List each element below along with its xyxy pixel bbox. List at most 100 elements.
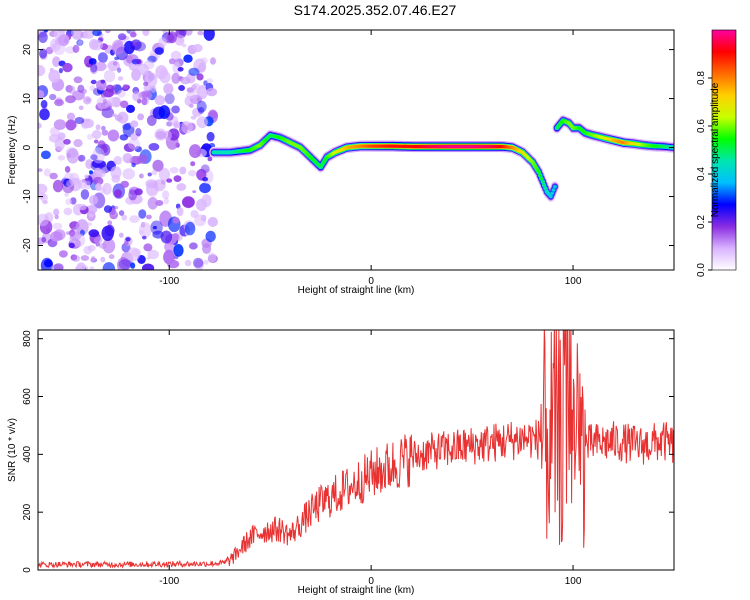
noise-blob bbox=[143, 85, 153, 92]
noise-blob bbox=[114, 189, 122, 198]
noise-blob bbox=[117, 89, 126, 98]
colorbar-tick-label: 0.2 bbox=[696, 215, 707, 229]
noise-blob bbox=[178, 30, 187, 36]
noise-blob bbox=[196, 116, 208, 129]
noise-blob bbox=[151, 170, 158, 176]
noise-blob bbox=[87, 244, 96, 252]
noise-blob bbox=[130, 31, 137, 38]
noise-blob bbox=[52, 56, 61, 68]
noise-blob bbox=[75, 219, 89, 235]
noise-blob bbox=[130, 133, 139, 141]
y-tick-label: -20 bbox=[22, 238, 33, 253]
noise-blob bbox=[146, 214, 152, 220]
ridge-point bbox=[553, 185, 557, 189]
noise-blob bbox=[66, 112, 76, 121]
noise-blob bbox=[142, 263, 155, 270]
noise-blob bbox=[188, 67, 200, 76]
noise-blob bbox=[181, 43, 187, 48]
noise-blob bbox=[88, 229, 100, 238]
noise-blob bbox=[83, 30, 95, 39]
noise-blob bbox=[38, 168, 43, 172]
noise-blob bbox=[196, 100, 207, 113]
noise-blob bbox=[38, 31, 48, 43]
ridge-point bbox=[536, 170, 541, 174]
noise-blob bbox=[118, 210, 125, 216]
noise-blob bbox=[40, 193, 48, 203]
noise-blob bbox=[39, 48, 48, 59]
noise-blob bbox=[122, 123, 132, 130]
noise-blob bbox=[142, 235, 147, 240]
noise-blob bbox=[154, 95, 166, 106]
colorbar-tick-label: 0.4 bbox=[696, 167, 707, 181]
noise-blob bbox=[163, 197, 169, 205]
noise-blob bbox=[139, 173, 144, 179]
noise-blob bbox=[48, 134, 60, 143]
noise-blob bbox=[191, 84, 198, 91]
noise-blob bbox=[131, 68, 141, 81]
noise-blob bbox=[53, 263, 64, 270]
colorbar: 0.0 0.2 0.4 0.6 0.8 Normalized spectral ampl… bbox=[696, 29, 737, 277]
noise-blob bbox=[66, 148, 80, 164]
noise-blob bbox=[72, 255, 81, 262]
noise-blob bbox=[181, 121, 194, 134]
noise-blob bbox=[162, 190, 170, 200]
noise-blob bbox=[101, 125, 106, 131]
noise-blob bbox=[66, 179, 74, 188]
noise-blob bbox=[117, 67, 122, 73]
noise-blob bbox=[194, 214, 207, 227]
noise-blob bbox=[118, 232, 124, 238]
noise-blob bbox=[128, 189, 138, 201]
noise-blob bbox=[176, 183, 187, 191]
snr-series-line bbox=[38, 330, 674, 569]
noise-blob bbox=[171, 72, 181, 84]
noise-blob bbox=[70, 197, 77, 205]
noise-blob bbox=[90, 256, 96, 263]
noise-blob bbox=[98, 145, 108, 154]
noise-blob bbox=[207, 217, 218, 227]
noise-blob bbox=[68, 242, 76, 249]
noise-blob bbox=[167, 31, 177, 44]
noise-blob bbox=[130, 262, 136, 269]
noise-blob bbox=[38, 183, 48, 194]
noise-blob bbox=[57, 155, 66, 161]
noise-blob bbox=[167, 259, 180, 269]
noise-blob bbox=[134, 146, 142, 153]
noise-blob bbox=[90, 159, 104, 171]
noise-blob bbox=[96, 169, 106, 178]
noise-blob bbox=[184, 259, 192, 267]
noise-blob bbox=[103, 69, 116, 83]
noise-blob bbox=[97, 52, 108, 63]
noise-blob bbox=[88, 122, 93, 128]
noise-blob bbox=[99, 187, 107, 194]
noise-blob bbox=[89, 266, 95, 270]
noise-blob bbox=[86, 204, 98, 214]
noise-blob bbox=[203, 80, 208, 86]
noise-blob bbox=[84, 174, 89, 179]
noise-blob bbox=[92, 147, 105, 164]
noise-blob bbox=[183, 54, 193, 63]
noise-blob bbox=[152, 159, 164, 172]
noise-blob bbox=[80, 88, 87, 94]
noise-blob bbox=[59, 250, 68, 258]
noise-blob bbox=[172, 217, 180, 224]
noise-blob bbox=[166, 178, 173, 183]
ridge-point bbox=[549, 194, 553, 199]
noise-blob bbox=[102, 98, 107, 105]
noise-blob bbox=[122, 84, 129, 90]
noise-blob bbox=[158, 37, 167, 48]
noise-blob bbox=[202, 177, 209, 182]
noise-blob bbox=[117, 111, 129, 124]
noise-blob bbox=[179, 166, 187, 175]
noise-blob bbox=[196, 198, 207, 212]
noise-blob bbox=[48, 69, 61, 83]
noise-blob bbox=[129, 215, 140, 224]
noise-blob bbox=[164, 93, 175, 105]
noise-blob bbox=[96, 96, 110, 110]
noise-blob bbox=[207, 156, 213, 162]
noise-blob bbox=[41, 236, 47, 243]
x-tick-label: 0 bbox=[368, 276, 374, 287]
y-tick-label: 800 bbox=[22, 330, 33, 347]
x-tick-label: -100 bbox=[159, 576, 179, 587]
spectrogram-y-axis-title: Frequency (Hz) bbox=[7, 116, 18, 185]
